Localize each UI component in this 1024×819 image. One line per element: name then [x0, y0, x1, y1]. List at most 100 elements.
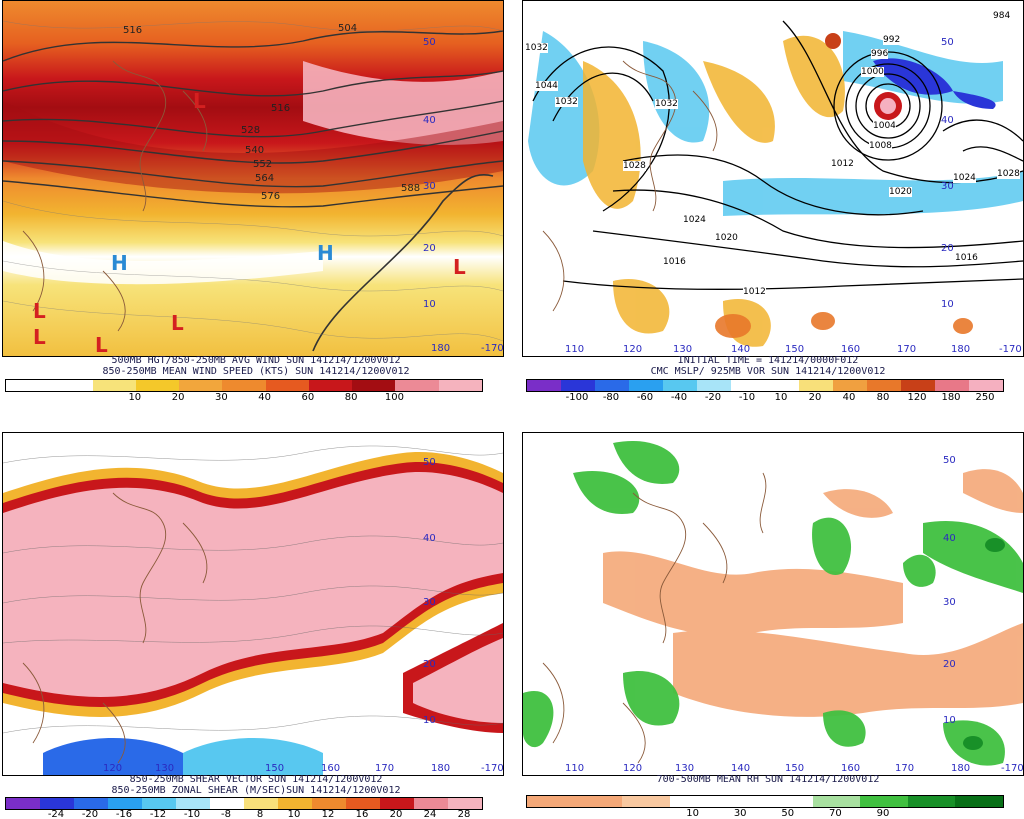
pressure-center-low: L	[95, 333, 108, 357]
colorbar-tick-label: 50	[781, 808, 795, 819]
lat-label: 10	[943, 715, 956, 726]
lon-label: -170	[999, 344, 1022, 355]
colorbar-swatch	[308, 380, 353, 391]
colorbar-swatch	[765, 380, 799, 391]
colorbar-swatch	[764, 796, 813, 807]
contour-label: 588	[401, 183, 421, 194]
lon-label: 130	[675, 763, 695, 774]
colorbar-swatch	[717, 796, 765, 807]
map-caption: INITIAL TIME = 141214/0000F012	[677, 355, 859, 366]
isobar-label: 1016	[663, 257, 686, 267]
isobar-label: 984	[993, 11, 1011, 21]
colorbar-swatch	[74, 798, 108, 809]
colorbar-swatch	[629, 380, 663, 391]
colorbar-swatch	[438, 380, 482, 391]
lon-label: 120	[623, 344, 643, 355]
isobar-label: 1008	[869, 141, 892, 151]
colorbar-swatch	[222, 380, 266, 391]
lat-label: 40	[423, 533, 436, 544]
colorbar-swatch	[278, 798, 312, 809]
lat-label: 10	[423, 299, 436, 310]
lat-label: 30	[941, 181, 954, 192]
colorbar-swatch	[448, 798, 482, 809]
map-caption: 700-500MB MEAN RH SUN 141214/1200V012	[656, 774, 880, 785]
colorbar-ticks: 10 30 50 70 90	[526, 808, 1002, 819]
isobar-label: 1032	[555, 97, 578, 107]
lat-label: 40	[943, 533, 956, 544]
pressure-center-high: H	[111, 251, 128, 275]
panel-500mb-height-wind: 516 504 516 528 540 552 564 576 588 L H …	[0, 0, 512, 410]
colorbar-tick-label: 120	[907, 392, 927, 403]
panel-mean-rh: 50 40 30 20 10 110 120 130 140 150 160 1…	[512, 410, 1024, 819]
colorbar-ticks: -24 -20 -16 -12 -10 -8 8 10 12 16 20 24 28	[5, 809, 481, 819]
colorbar-swatch	[969, 380, 1003, 391]
colorbar-tick-label: -12	[149, 809, 167, 819]
colorbar-tick-label: 28	[457, 809, 471, 819]
lon-label: 180	[951, 344, 971, 355]
isobar-label: 1024	[683, 215, 706, 225]
colorbar-swatch	[346, 798, 380, 809]
lat-label: 20	[943, 659, 956, 670]
colorbar-swatch	[731, 380, 765, 391]
pressure-center-low: L	[33, 325, 46, 349]
colorbar-tick-label: 100	[384, 392, 404, 403]
colorbar-swatch	[92, 380, 136, 391]
colorbar-tick-label: 24	[423, 809, 437, 819]
isobar-label: 996	[871, 49, 889, 59]
colorbar-swatch	[179, 380, 223, 391]
colorbar-tick-label: 90	[876, 808, 890, 819]
lon-label: 120	[623, 763, 643, 774]
map-shear: 50 40 30 20 10 120 130 150 160 170 180 -…	[2, 432, 504, 776]
colorbar-swatch	[527, 796, 575, 807]
map-caption: 850-250MB SHEAR VECTOR SUN 141214/1200V0…	[129, 774, 383, 785]
contour-label: 528	[241, 125, 261, 136]
lon-label: 140	[731, 763, 751, 774]
lon-label: 160	[841, 344, 861, 355]
lon-label: 160	[841, 763, 861, 774]
isobar-label: 1020	[715, 233, 738, 243]
colorbar-tick-label: 8	[256, 809, 264, 819]
colorbar	[5, 797, 483, 810]
colorbar-tick-label: -20	[81, 809, 99, 819]
isobar-label: 992	[883, 35, 901, 45]
colorbar-tick-label: 250	[975, 392, 995, 403]
contour-label: 516	[123, 25, 143, 36]
colorbar-tick-label: 10	[287, 809, 301, 819]
colorbar-tick-label: -24	[47, 809, 65, 819]
contour-label: 552	[253, 159, 273, 170]
colorbar-tick-label: 80	[344, 392, 358, 403]
colorbar	[526, 795, 1004, 808]
pressure-center-low: L	[171, 311, 184, 335]
map-caption: 850-250MB MEAN WIND SPEED (KTS) SUN 1412…	[102, 366, 410, 377]
isobar-label: 1028	[997, 169, 1020, 179]
lon-label: 150	[265, 763, 285, 774]
colorbar-swatch	[6, 798, 40, 809]
contour-label: 516	[271, 103, 291, 114]
colorbar-tick-label: 10	[128, 392, 142, 403]
colorbar-swatch	[414, 798, 448, 809]
colorbar-swatch	[244, 798, 278, 809]
map-caption: 500MB HGT/850-250MB AVG WIND SUN 141214/…	[111, 355, 401, 366]
colorbar-swatch	[49, 380, 93, 391]
colorbar-swatch	[812, 796, 861, 807]
colorbar-swatch	[352, 380, 396, 391]
colorbar-swatch	[6, 380, 50, 391]
lon-label: 110	[565, 763, 585, 774]
colorbar-tick-label: 30	[214, 392, 228, 403]
colorbar-swatch	[210, 798, 244, 809]
colorbar-swatch	[395, 380, 439, 391]
lon-label: 110	[565, 344, 585, 355]
colorbar-tick-label: -10	[183, 809, 201, 819]
lon-label: -170	[481, 343, 504, 354]
colorbar-tick-label: -16	[115, 809, 133, 819]
colorbar-swatch	[40, 798, 74, 809]
colorbar-swatch	[867, 380, 901, 391]
colorbar-tick-label: 70	[829, 808, 842, 819]
colorbar-tick-label: 20	[389, 809, 403, 819]
colorbar-tick-label: 20	[171, 392, 185, 403]
colorbar-swatch	[265, 380, 309, 391]
colorbar-swatch	[574, 796, 623, 807]
colorbar-tick-label: -20	[704, 392, 722, 403]
lat-label: 40	[423, 115, 436, 126]
lat-label: 20	[423, 659, 436, 670]
